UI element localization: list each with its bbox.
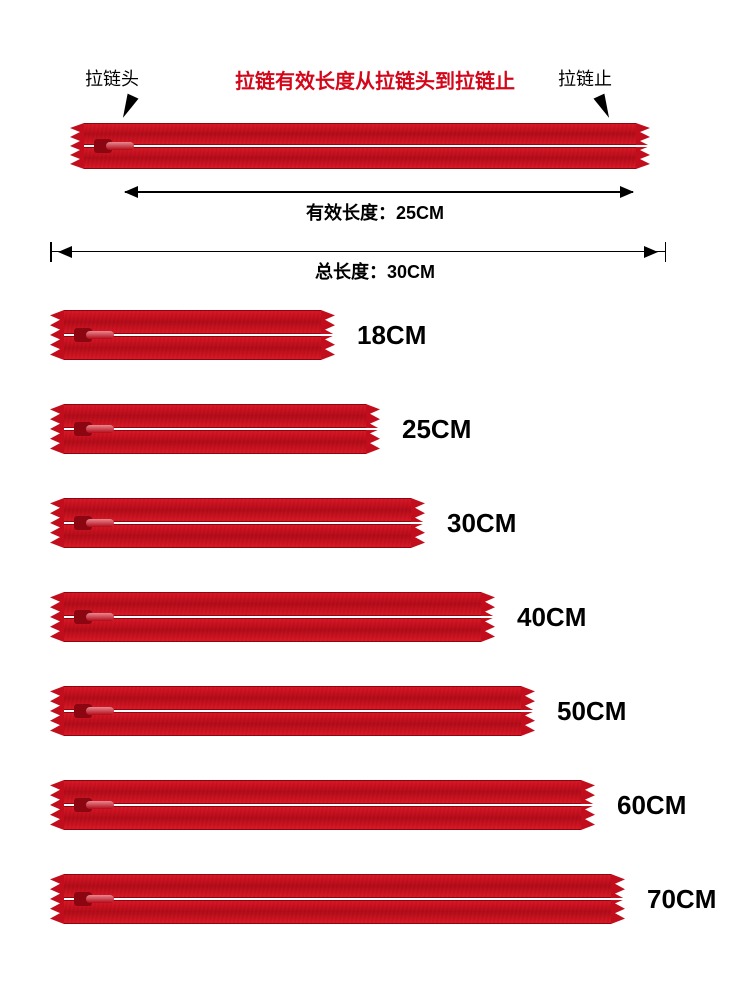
zipper-end-teeth-icon [50,592,64,642]
effective-length-text: 有效长度：25CM [50,199,700,225]
zipper-graphic [50,780,595,830]
zipper-graphic [50,310,335,360]
zipper-graphic [50,498,425,548]
zipper-open-gap [379,522,425,524]
zipper-graphic [70,123,650,169]
zipper-slider-icon [74,419,114,439]
dimension-line-icon [50,251,666,253]
size-label: 25CM [402,414,471,445]
diagram-label-row: 拉链头 拉链有效长度从拉链头到拉链止 拉链止 [50,65,700,95]
zipper-end-teeth-icon [50,310,64,360]
zipper-open-gap [479,710,535,712]
zipper-slider-icon [74,701,114,721]
zipper-end-teeth-icon [50,686,64,736]
size-row-40cm: 40CM [50,592,700,642]
zipper-open-gap [443,616,495,618]
zipper-slider-icon [74,607,114,627]
size-label: 70CM [647,884,716,915]
zipper-graphic [50,404,380,454]
zipper-end-teeth-icon [50,874,64,924]
diagram-arrow-row [50,95,700,123]
zipper-end-teeth-icon [50,780,64,830]
size-label: 18CM [357,320,426,351]
zipper-graphic [50,686,535,736]
total-length-dim [50,251,666,253]
zipper-slider-icon [74,325,114,345]
zipper-slider-icon [74,889,114,909]
dimension-line-icon [125,191,633,193]
size-list: 18CM 25CM [50,310,700,968]
effective-length-dim [125,191,633,193]
zipper-slider-icon [74,795,114,815]
size-row-60cm: 60CM [50,780,700,830]
zipper-open-gap [338,428,380,430]
size-row-70cm: 70CM [50,874,700,924]
size-label: 50CM [557,696,626,727]
zipper-open-gap [561,898,625,900]
zipper-end-teeth-icon [70,123,84,169]
size-row-50cm: 50CM [50,686,700,736]
size-label: 30CM [447,508,516,539]
zipper-stop-label: 拉链止 [558,65,612,91]
diagram-title: 拉链有效长度从拉链头到拉链止 [235,65,515,94]
zipper-end-teeth-icon [50,404,64,454]
zipper-slider-icon [94,136,134,156]
size-row-30cm: 30CM [50,498,700,548]
zipper-head-label: 拉链头 [85,65,139,91]
arrow-down-icon [117,94,138,121]
zipper-graphic [50,592,495,642]
zipper-open-gap [297,334,335,336]
size-label: 40CM [517,602,586,633]
zipper-graphic [50,874,625,924]
zipper-open-gap [535,804,595,806]
measurement-diagram: 拉链头 拉链有效长度从拉链头到拉链止 拉链止 [50,65,700,284]
size-row-25cm: 25CM [50,404,700,454]
arrow-down-icon [593,94,614,121]
total-length-text: 总长度：30CM [50,258,700,284]
size-label: 60CM [617,790,686,821]
zipper-slider-icon [74,513,114,533]
diagram-zipper-wrap [70,123,650,169]
zipper-open-gap [600,145,650,147]
zipper-end-teeth-icon [50,498,64,548]
size-row-18cm: 18CM [50,310,700,360]
